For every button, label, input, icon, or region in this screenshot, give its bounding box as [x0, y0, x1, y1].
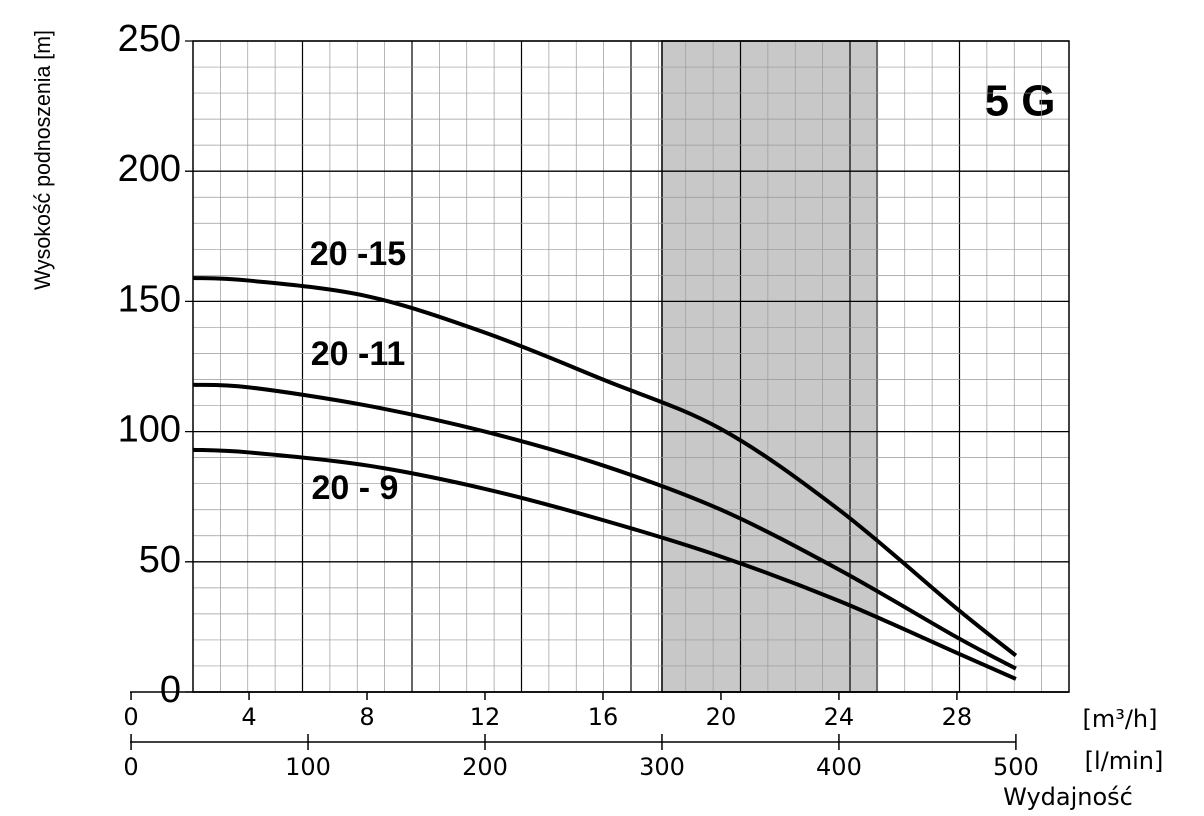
x-tick-label: 0	[123, 703, 138, 731]
y-tick-label: 150	[118, 278, 181, 320]
curve	[192, 382, 1017, 671]
curve-label: 20 - 9	[312, 469, 399, 507]
y-tick-label: 250	[118, 18, 181, 60]
y-tick-label: 200	[118, 148, 181, 190]
x-axis-unit: [m³/h]	[1082, 705, 1157, 733]
y-axis-title: Wysokość podnoszenia [m]	[30, 30, 55, 290]
y-tick-label: 0	[160, 669, 181, 711]
x-tick-label: 28	[942, 703, 973, 731]
x2-tick-label: 400	[816, 753, 862, 781]
x2-tick-label: 200	[462, 753, 508, 781]
curve	[192, 447, 1017, 681]
curve	[192, 275, 1018, 658]
x2-tick-label: 0	[123, 753, 138, 781]
curve-label: 20 -11	[311, 335, 406, 373]
x-tick-label: 8	[359, 703, 374, 731]
chart-title: 5 G	[985, 77, 1056, 126]
shaded-range	[661, 40, 879, 693]
x-tick-label: 24	[824, 703, 855, 731]
x-tick-label: 4	[241, 703, 256, 731]
x-tick-label: 12	[470, 703, 501, 731]
x2-tick-label: 300	[639, 753, 685, 781]
x-tick-label: 16	[588, 703, 619, 731]
x2-tick-label: 100	[285, 753, 331, 781]
y-tick-label: 50	[139, 539, 181, 581]
x2-tick-label: 500	[993, 753, 1039, 781]
x2-axis-unit: [l/min]	[1085, 747, 1164, 775]
x-tick-label: 20	[706, 703, 737, 731]
x2-axis-title: Wydajność	[1003, 783, 1133, 811]
curve-label: 20 -15	[310, 235, 406, 273]
y-tick-label: 100	[118, 409, 181, 451]
